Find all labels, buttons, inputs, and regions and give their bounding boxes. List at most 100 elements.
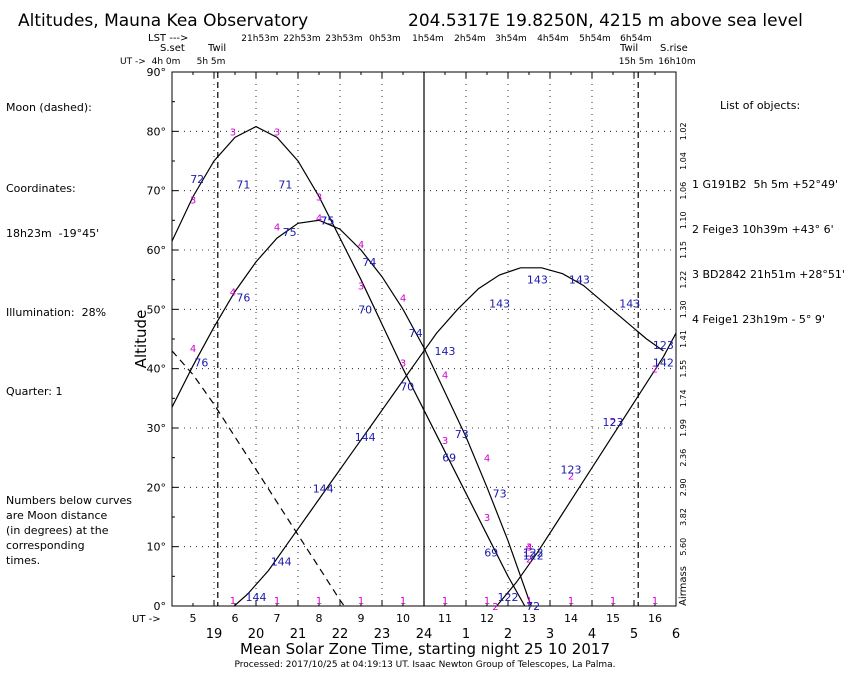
object-marker-1: 1 xyxy=(610,596,616,607)
lst-tick-label: 5h54m xyxy=(579,34,611,44)
x-tick-label-ut: 9 xyxy=(358,612,365,625)
y-tick-label: 90° xyxy=(147,66,167,79)
airmass-tick-label: 1.99 xyxy=(679,419,688,437)
moon-distance-label: 143 xyxy=(527,274,548,287)
object-item-1: 1 G191B2 5h 5m +52°49' xyxy=(692,178,838,191)
airmass-tick-label: 3.82 xyxy=(679,508,688,526)
y-tick-label: 0° xyxy=(154,600,167,613)
object-marker-1: 1 xyxy=(400,596,406,607)
moon-distance-label: 72 xyxy=(190,173,204,186)
moon-distance-label: 123 xyxy=(561,464,582,477)
lst-tick-label: 21h53m xyxy=(241,34,278,44)
airmass-tick-label: 2.36 xyxy=(679,449,688,467)
moon-coords: 18h23m -19°45' xyxy=(6,227,100,240)
object-marker-4: 4 xyxy=(274,222,280,233)
x-tick-label-ut: 14 xyxy=(564,612,578,625)
x-tick-label-local: 23 xyxy=(374,627,391,642)
airmass-tick-label: 1.74 xyxy=(679,389,688,407)
object-marker-1: 1 xyxy=(274,596,280,607)
object-marker-4: 4 xyxy=(442,371,448,382)
object-marker-4: 4 xyxy=(190,344,196,355)
y-tick-label: 20° xyxy=(147,481,167,494)
object-list-title: List of objects: xyxy=(720,99,801,112)
moon-distance-label: 75 xyxy=(320,214,334,227)
x-tick-label-local: 20 xyxy=(248,627,265,642)
object-marker-1: 1 xyxy=(652,596,658,607)
object-marker-2: 2 xyxy=(492,602,498,613)
object-marker-1: 1 xyxy=(526,596,532,607)
object-marker-3: 3 xyxy=(484,513,490,524)
object-marker-3: 3 xyxy=(526,543,532,554)
object-marker-4: 4 xyxy=(230,288,236,299)
y-tick-label: 50° xyxy=(147,303,167,316)
x-tick-label-ut: 15 xyxy=(606,612,620,625)
x-tick-label-local: 2 xyxy=(504,627,512,642)
moon-distance-label: 71 xyxy=(236,179,250,192)
moon-distance-label: 122 xyxy=(523,550,544,563)
moon-distance-label: 74 xyxy=(409,327,423,340)
lst-tick-label: 2h54m xyxy=(454,34,486,44)
moon-distance-label: 122 xyxy=(523,547,544,560)
moon-distance-label: 75 xyxy=(320,214,334,227)
object-marker-1: 1 xyxy=(484,596,490,607)
ut-label-top: UT -> xyxy=(120,57,146,67)
x-tick-label-ut: 5 xyxy=(190,612,197,625)
airmass-tick-label: 1.15 xyxy=(679,241,688,259)
object-marker-1: 1 xyxy=(230,596,236,607)
chart-title: Altitudes, Mauna Kea Observatory xyxy=(18,11,308,31)
airmass-tick-label: 1.02 xyxy=(679,122,688,140)
object-marker-3: 3 xyxy=(442,436,448,447)
object-curve-3 xyxy=(172,125,526,606)
moon-distance-label: 70 xyxy=(358,303,372,316)
object-marker-3: 3 xyxy=(230,127,236,138)
moon-distance-label: 123 xyxy=(653,339,674,352)
y-tick-label: 10° xyxy=(147,541,167,554)
moon-quarter: Quarter: 1 xyxy=(6,385,63,398)
moon-distance-label: 71 xyxy=(278,179,292,192)
airmass-axis-label: Airmass xyxy=(678,566,689,606)
airmass-tick-label: 1.41 xyxy=(679,330,688,348)
moon-distance-label: 72 xyxy=(526,600,540,613)
x-tick-label-local: 4 xyxy=(588,627,596,642)
location-text: 204.5317E 19.8250N, 4215 m above sea lev… xyxy=(408,11,803,31)
lst-tick-label: 4h 0m xyxy=(152,57,181,67)
object-item-2: 2 Feige3 10h39m +43° 6' xyxy=(692,223,834,236)
moon-note: Numbers below curves are Moon distance (… xyxy=(6,494,132,567)
y-tick-label: 80° xyxy=(147,125,167,138)
x-tick-label-ut: 13 xyxy=(522,612,536,625)
moon-distance-label: 144 xyxy=(246,591,267,604)
lst-tick-label: 6h54m xyxy=(620,34,652,44)
moon-distance-label: 143 xyxy=(435,345,456,358)
airmass-tick-label: 1.55 xyxy=(679,360,688,378)
processed-note: Processed: 2017/10/25 at 04:19:13 UT. Is… xyxy=(234,660,615,670)
x-tick-label-local: 19 xyxy=(206,627,223,642)
y-tick-label: 70° xyxy=(147,185,167,198)
x-tick-label-local: 5 xyxy=(630,627,638,642)
x-tick-label-local: 21 xyxy=(290,627,307,642)
x-tick-label-local: 22 xyxy=(332,627,349,642)
object-marker-1: 1 xyxy=(568,596,574,607)
x-tick-label-ut: 8 xyxy=(316,612,323,625)
object-item-3: 3 BD2842 21h51m +28°51' xyxy=(692,268,845,281)
airmass-tick-label: 1.06 xyxy=(679,182,688,200)
moon-coords-label: Coordinates: xyxy=(6,182,76,195)
object-marker-2: 2 xyxy=(610,418,616,429)
moon-distance-label: 73 xyxy=(493,487,507,500)
y-tick-label: 40° xyxy=(147,363,167,376)
object-marker-2: 2 xyxy=(568,471,574,482)
lst-tick-label: 15h 5m xyxy=(619,57,654,67)
object-marker-3: 3 xyxy=(316,193,322,204)
moon-distance-label: 143 xyxy=(619,297,640,310)
object-marker-3: 3 xyxy=(274,127,280,138)
moon-distance-label: 144 xyxy=(313,483,334,496)
x-tick-label-ut: 6 xyxy=(232,612,239,625)
airmass-tick-label: 1.30 xyxy=(679,300,688,318)
object-list: List of objects: 1 G191B2 5h 5m +52°49' … xyxy=(692,68,845,342)
moon-distance-label: 69 xyxy=(484,547,498,560)
object-marker-4: 4 xyxy=(526,543,532,554)
twilight-label-left: Twil xyxy=(207,43,226,54)
x-tick-label-local: 24 xyxy=(416,627,433,642)
sunset-label: S.set xyxy=(160,43,185,54)
lst-tick-label: 16h10m xyxy=(658,57,695,67)
object-marker-4: 4 xyxy=(400,293,406,304)
